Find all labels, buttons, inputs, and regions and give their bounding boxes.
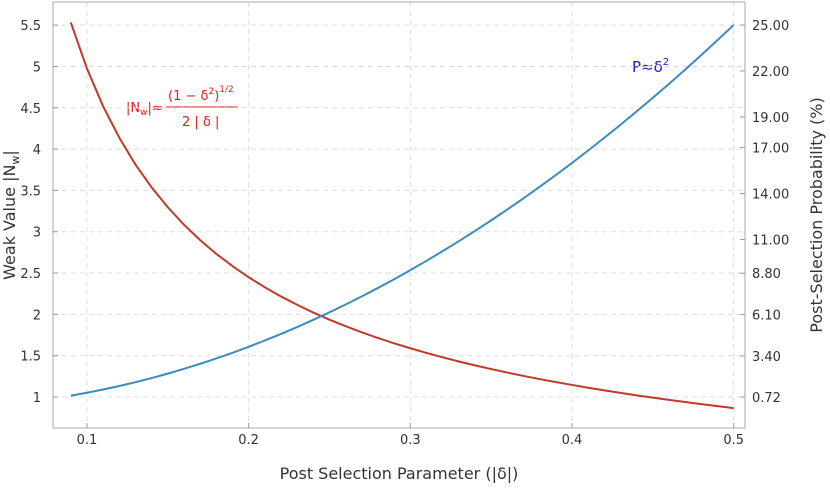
y-tick-label: 3.5	[20, 184, 41, 199]
y-label-close: |	[0, 150, 19, 155]
ann-part: )	[214, 89, 219, 104]
y-tick-label: 2	[33, 308, 41, 323]
y-tick-label: 5.5	[20, 19, 41, 34]
ann-part: 2	[663, 57, 669, 68]
ann-red-den: 2 | δ |	[182, 115, 219, 130]
y-tick-label: 1.5	[20, 350, 41, 365]
annotation-blue: P≈δ2	[632, 57, 669, 76]
y2-tick-label: 17.00	[752, 142, 789, 157]
x-tick-label: 0.4	[562, 433, 583, 448]
y-tick-label: 5	[33, 60, 41, 75]
y2-tick-label: 3.40	[752, 350, 781, 365]
y2-axis-label: Post-Selection Probability (%)	[807, 97, 826, 332]
ann-part: |N	[126, 101, 140, 116]
data-line	[70, 24, 735, 397]
y-tick-label: 4.5	[20, 102, 41, 117]
y-tick-label: 1	[33, 391, 41, 406]
y-tick-label: 3	[33, 226, 41, 241]
ann-red-lhs: |Nw|≈	[126, 101, 163, 118]
y-tick-label: 2.5	[20, 267, 41, 282]
x-tick-label: 0.5	[723, 433, 744, 448]
annotation-red: |Nw|≈ (1 − δ2)1/2 2 | δ |	[126, 85, 238, 130]
ann-part: |≈	[147, 101, 162, 116]
y2-tick-label: 22.00	[752, 65, 789, 80]
y2-tick-label: 19.00	[752, 111, 789, 126]
y2-tick-label: 25.00	[752, 19, 789, 34]
ann-part: 2	[208, 87, 214, 97]
ann-part: P≈δ	[632, 58, 663, 76]
ann-red-num: (1 − δ2)1/2	[168, 85, 234, 104]
x-tick-label: 0.1	[77, 433, 98, 448]
data-line	[69, 22, 734, 410]
x-axis-label: Post Selection Parameter (|δ|)	[280, 464, 519, 483]
y2-tick-label: 0.72	[752, 391, 781, 406]
y2-tick-label: 8.80	[752, 267, 781, 282]
x-tick-label: 0.3	[400, 433, 421, 448]
plot-frame	[52, 1, 746, 429]
y-tick-label: 4	[33, 143, 41, 158]
y2-tick-label: 14.00	[752, 188, 789, 203]
x-tick-label: 0.2	[238, 433, 259, 448]
ann-part: (1 − δ	[168, 89, 209, 104]
ann-part: w	[140, 108, 147, 118]
y-label-text: Weak Value |N	[0, 165, 19, 280]
y-label-sub: w	[9, 156, 22, 165]
y2-tick-label: 11.00	[752, 234, 789, 249]
ann-part: 1/2	[219, 85, 233, 95]
y-axis-label: Weak Value |Nw|	[0, 150, 22, 280]
y2-tick-label: 6.10	[752, 309, 781, 324]
